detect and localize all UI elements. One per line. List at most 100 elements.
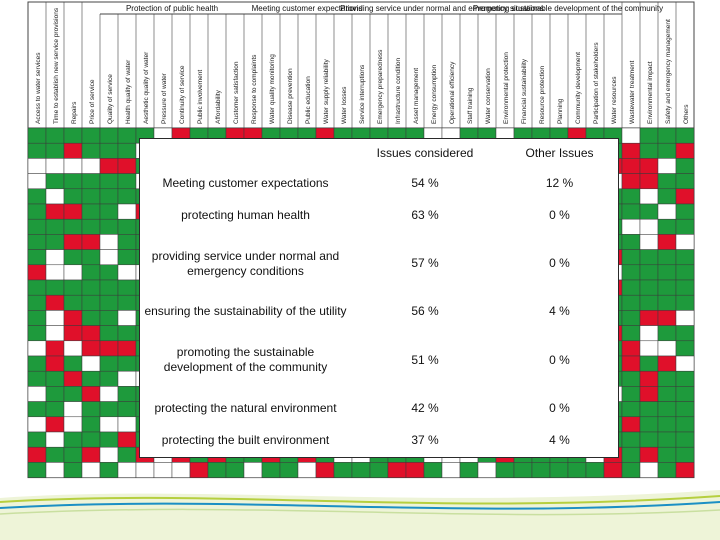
matrix-cell — [225, 462, 245, 478]
matrix-cell — [297, 462, 317, 478]
matrix-cell — [675, 203, 695, 220]
matrix-cell — [27, 188, 47, 205]
column-header: Environmental protection — [503, 52, 510, 124]
matrix-cell — [99, 416, 119, 433]
matrix-cell — [621, 279, 641, 296]
matrix-cell — [657, 142, 677, 159]
matrix-cell — [99, 355, 119, 372]
issues-considered-cell: 57 % — [411, 256, 439, 271]
matrix-cell — [45, 386, 65, 402]
matrix-cell — [621, 446, 641, 463]
matrix-cell — [81, 142, 101, 159]
matrix-cell — [27, 158, 47, 174]
matrix-cell — [81, 431, 101, 448]
matrix-cell — [657, 203, 677, 220]
column-header: Planning — [557, 98, 564, 124]
other-issues-cell: 0 % — [549, 207, 570, 222]
matrix-cell — [675, 431, 695, 448]
matrix-cell — [171, 462, 191, 478]
matrix-cell — [99, 142, 119, 159]
issues-considered-header: Issues considered — [376, 145, 474, 160]
matrix-cell — [45, 173, 65, 190]
matrix-cell — [63, 234, 83, 250]
matrix-cell — [27, 234, 47, 250]
matrix-cell — [639, 340, 659, 357]
matrix-cell — [639, 386, 659, 402]
column-header: Water conservation — [485, 68, 492, 124]
footer-swoosh-decoration — [0, 490, 720, 540]
matrix-cell — [441, 462, 461, 478]
matrix-cell — [27, 462, 47, 478]
matrix-cell — [657, 325, 677, 342]
matrix-cell — [117, 325, 137, 342]
matrix-cell — [117, 462, 137, 478]
matrix-cell — [99, 279, 119, 296]
matrix-cell — [81, 416, 101, 433]
matrix-cell — [45, 355, 65, 372]
matrix-cell — [81, 462, 101, 478]
column-header: Access to water services — [35, 52, 42, 124]
table-row: protecting the built environment 37 % 4 … — [140, 425, 620, 457]
column-header: Customer satisfaction — [233, 61, 240, 124]
criteria-cell: protecting human health — [181, 207, 310, 222]
matrix-cell — [99, 127, 119, 144]
matrix-cell — [63, 188, 83, 205]
matrix-cell — [675, 340, 695, 357]
matrix-cell — [675, 218, 695, 235]
other-issues-cell: 4 % — [549, 433, 570, 448]
matrix-cell — [45, 431, 65, 448]
matrix-cell — [117, 401, 137, 418]
matrix-cell — [405, 462, 425, 478]
matrix-cell — [117, 127, 137, 144]
matrix-cell — [27, 401, 47, 418]
matrix-cell — [81, 386, 101, 402]
matrix-cell — [639, 310, 659, 326]
matrix-cell — [81, 218, 101, 235]
matrix-cell — [657, 340, 677, 357]
matrix-cell — [63, 249, 83, 266]
group-header: Promoting sustainable development of the… — [473, 4, 663, 13]
column-header: Disease prevention — [287, 68, 294, 124]
column-header: Public education — [305, 76, 312, 124]
matrix-cell — [45, 203, 65, 220]
matrix-cell — [81, 264, 101, 281]
matrix-cell — [639, 294, 659, 311]
column-header: Infrastructure condition — [395, 57, 402, 124]
matrix-cell — [585, 462, 605, 478]
matrix-cell — [63, 401, 83, 418]
matrix-cell — [657, 188, 677, 205]
matrix-cell — [63, 370, 83, 387]
matrix-cell — [45, 294, 65, 311]
matrix-cell — [27, 127, 47, 144]
matrix-cell — [99, 218, 119, 235]
matrix-cell — [621, 431, 641, 448]
matrix-cell — [117, 188, 137, 205]
matrix-cell — [99, 310, 119, 326]
matrix-cell — [45, 158, 65, 174]
matrix-cell — [261, 462, 281, 478]
matrix-cell — [27, 340, 47, 357]
table-row: protecting the natural environment 42 % … — [140, 393, 620, 425]
matrix-cell — [621, 127, 641, 144]
criteria-header — [140, 139, 351, 167]
matrix-cell — [117, 203, 137, 220]
matrix-cell — [639, 431, 659, 448]
criteria-cell: protecting the built environment — [161, 433, 330, 448]
matrix-cell — [99, 173, 119, 190]
matrix-cell — [45, 416, 65, 433]
matrix-cell — [45, 264, 65, 281]
matrix-cell — [63, 462, 83, 478]
column-header: Price of service — [89, 79, 96, 124]
matrix-cell — [45, 218, 65, 235]
matrix-cell — [531, 462, 551, 478]
matrix-cell — [99, 264, 119, 281]
matrix-cell — [621, 310, 641, 326]
matrix-cell — [675, 446, 695, 463]
matrix-cell — [675, 386, 695, 402]
matrix-cell — [675, 310, 695, 326]
matrix-cell — [675, 158, 695, 174]
column-header: Wastewater treatment — [629, 60, 636, 124]
matrix-cell — [621, 203, 641, 220]
matrix-cell — [45, 325, 65, 342]
column-header: Pressure of water — [161, 72, 168, 124]
